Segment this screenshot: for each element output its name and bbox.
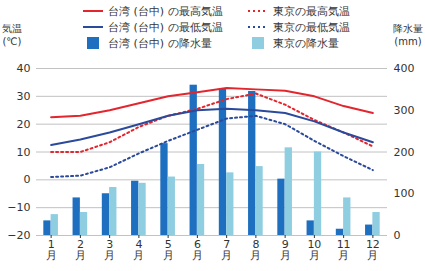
html-text:東京の降水量: 東京の降水量 xyxy=(273,36,339,50)
html-text:東京の最低気温: 東京の最低気温 xyxy=(273,20,350,34)
svg-text:30: 30 xyxy=(17,90,31,103)
svg-text:1月: 1月 xyxy=(46,238,57,262)
svg-text:100: 100 xyxy=(394,187,415,200)
svg-text:7月: 7月 xyxy=(221,238,232,262)
html-text:台湾 (台中) の最高気温: 台湾 (台中) の最高気温 xyxy=(108,4,223,18)
html-text:東京の最高気温: 東京の最高気温 xyxy=(273,4,350,18)
svg-text:400: 400 xyxy=(394,62,415,75)
html-text:降水量 (mm): 降水量 (mm) xyxy=(393,23,423,47)
html-text:気温 (℃): 気温 (℃) xyxy=(2,23,22,47)
html-text:台湾 (台中) の最低気温: 台湾 (台中) の最低気温 xyxy=(108,20,223,34)
html-text:台湾 (台中) の降水量: 台湾 (台中) の降水量 xyxy=(108,36,212,50)
svg-text:8月: 8月 xyxy=(250,238,261,262)
svg-text:200: 200 xyxy=(394,146,415,159)
svg-text:0: 0 xyxy=(24,173,31,186)
svg-text:2月: 2月 xyxy=(75,238,86,262)
svg-text:10月: 10月 xyxy=(307,238,321,262)
svg-text:300: 300 xyxy=(394,104,415,117)
svg-text:12月: 12月 xyxy=(366,238,380,262)
svg-text:0: 0 xyxy=(394,229,401,242)
svg-text:−10: −10 xyxy=(7,201,30,214)
svg-text:−20: −20 xyxy=(7,229,30,242)
svg-text:20: 20 xyxy=(17,118,31,131)
svg-text:5月: 5月 xyxy=(163,238,174,262)
svg-text:40: 40 xyxy=(17,62,31,75)
svg-text:9月: 9月 xyxy=(280,238,291,262)
svg-text:3月: 3月 xyxy=(104,238,115,262)
svg-text:11月: 11月 xyxy=(337,238,351,262)
svg-text:10: 10 xyxy=(17,146,31,159)
svg-text:4月: 4月 xyxy=(133,238,144,262)
svg-text:6月: 6月 xyxy=(192,238,203,262)
